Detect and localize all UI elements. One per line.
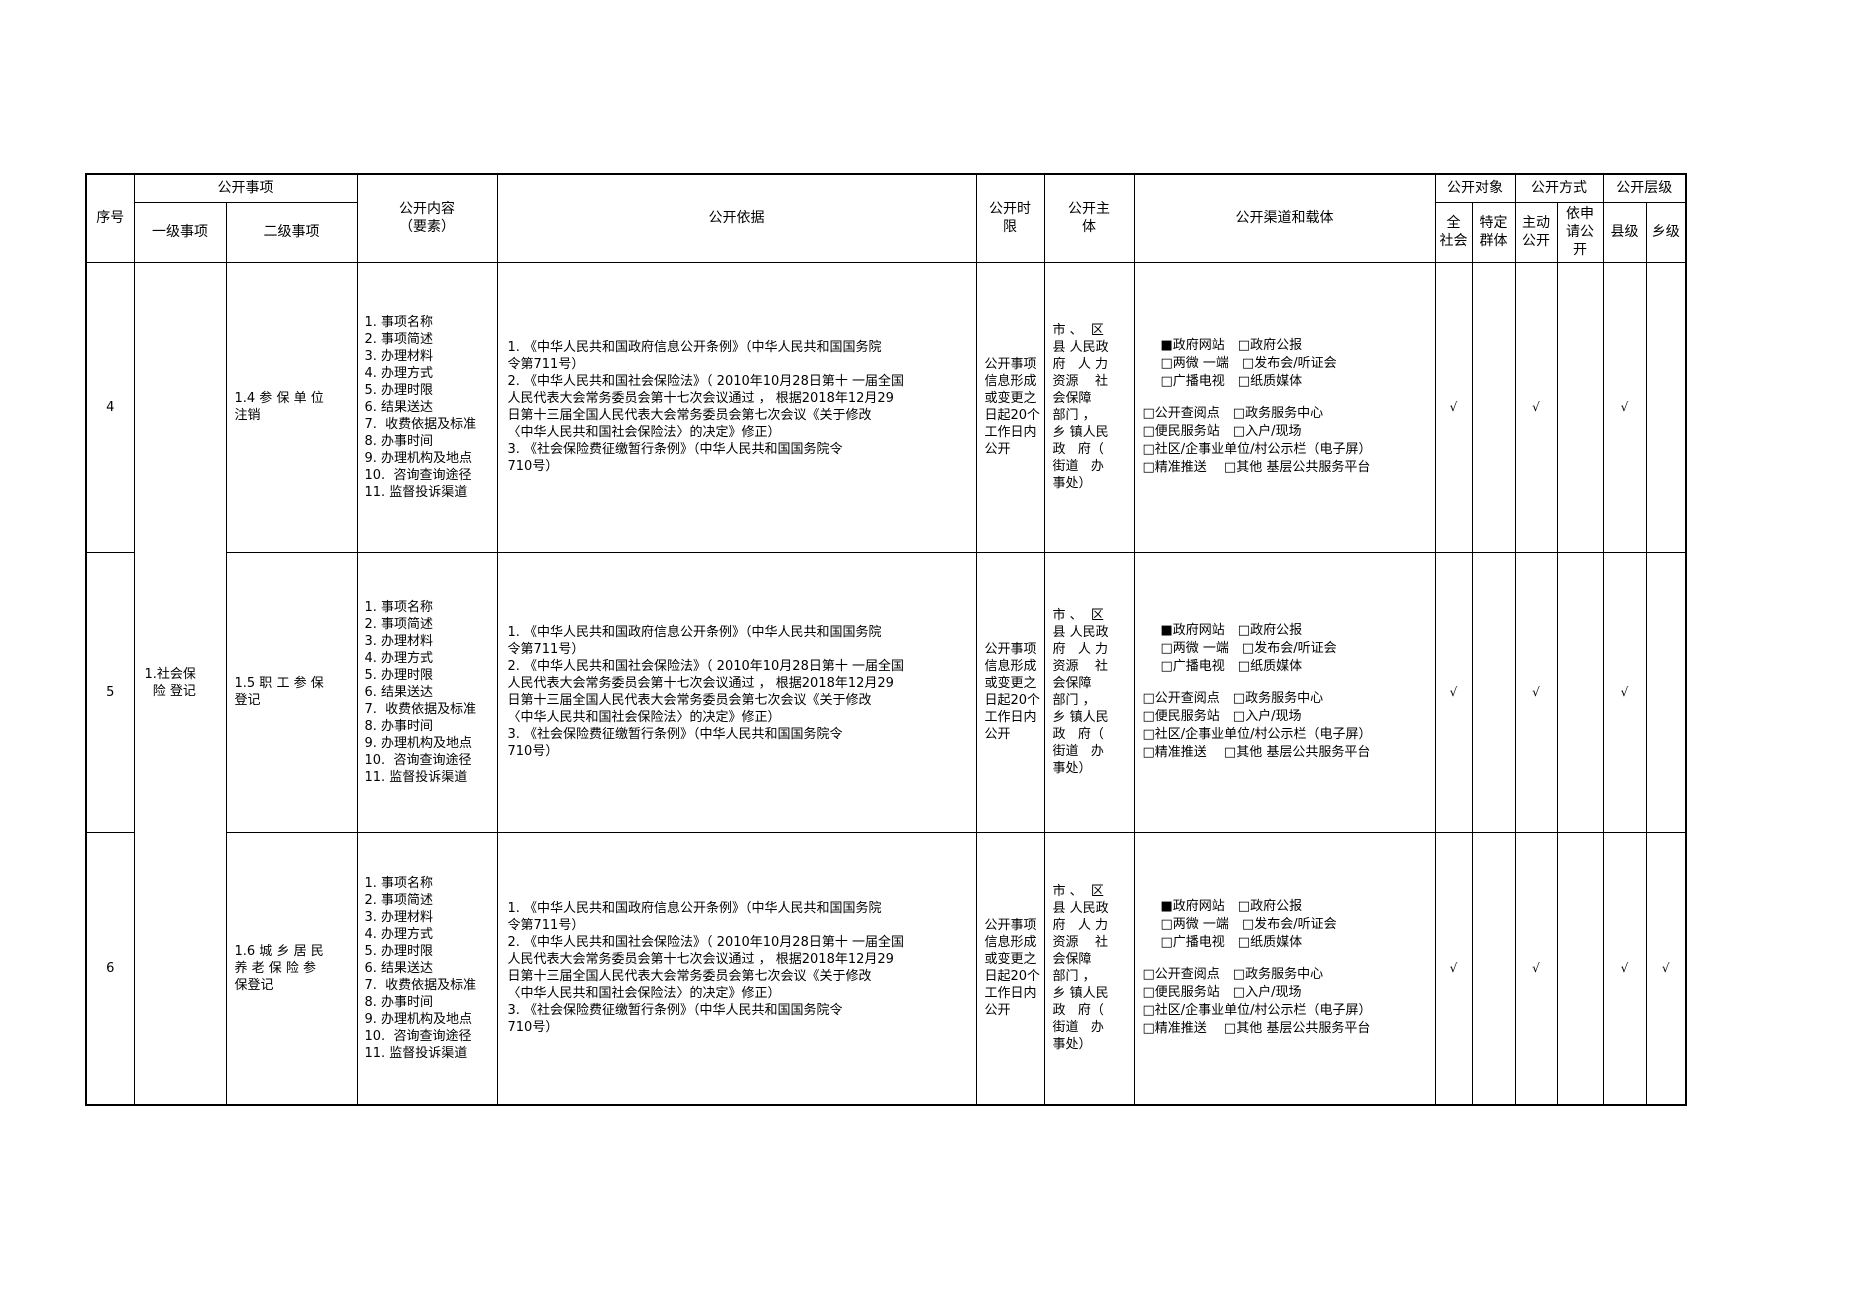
cell-second-level-item: 1.4 参 保 单 位 注销 (225, 261, 358, 553)
channels-media-checklist: ■政府网站 □政府公报 □两微 一端 □发布会/听证会 □广播电视 □纸质媒体 (1160, 338, 1337, 389)
check-level-township (1645, 261, 1687, 553)
header-second-level: 二级事项 (225, 201, 358, 263)
header-audience-specific: 特定 群体 (1471, 201, 1516, 263)
table-row: 6 1.6 城 乡 居 民 养 老 保 险 参 保登记 1. 事项名称 2. 事… (85, 831, 1687, 1106)
header-channels: 公开渠道和载体 (1133, 173, 1436, 263)
header-seq: 序号 (85, 173, 135, 263)
cell-content-elements: 1. 事项名称 2. 事项简述 3. 办理材料 4. 办理方式 5. 办理时限 … (356, 261, 498, 553)
cell-seq: 4 (85, 261, 135, 553)
check-method-on-request (1556, 831, 1604, 1106)
check-method-on-request (1556, 551, 1604, 833)
check-level-county: √ (1602, 551, 1647, 833)
header-level-township: 乡级 (1645, 201, 1687, 263)
cell-channels: ■政府网站 □政府公报 □两微 一端 □发布会/听证会 □广播电视 □纸质媒体 … (1133, 551, 1436, 833)
cell-seq: 5 (85, 551, 135, 833)
cell-time-limit: 公开事项 信息形成 或变更之 日起20个 工作日内 公开 (975, 831, 1045, 1106)
cell-disclosure-basis: 1. 《中华人民共和国政府信息公开条例》（中华人民共和国国务院 令第711号） … (496, 261, 977, 553)
table-row: 5 1.5 职 工 参 保 登记 1. 事项名称 2. 事项简述 3. 办理材料… (85, 551, 1687, 833)
check-level-county: √ (1602, 831, 1647, 1106)
check-level-township (1645, 551, 1687, 833)
check-method-on-request (1556, 261, 1604, 553)
header-method-proactive: 主动 公开 (1514, 201, 1558, 263)
check-audience-specific (1471, 261, 1516, 553)
cell-channels: ■政府网站 □政府公报 □两微 一端 □发布会/听证会 □广播电视 □纸质媒体 … (1133, 261, 1436, 553)
disclosure-table: 序号 公开事项 公开内容 （要素） 公开依据 公开时 限 公开主 体 公开渠道和… (85, 173, 1687, 1106)
cell-content-elements: 1. 事项名称 2. 事项简述 3. 办理材料 4. 办理方式 5. 办理时限 … (356, 551, 498, 833)
cell-seq: 6 (85, 831, 135, 1106)
cell-disclosure-subject: 市 、 区 县 人民政 府 人 力 资源 社 会保障 部门 ， 乡 镇人民 政 … (1043, 261, 1135, 553)
header-method: 公开方式 (1514, 173, 1604, 203)
check-level-township: √ (1645, 831, 1687, 1106)
cell-second-level-item: 1.5 职 工 参 保 登记 (225, 551, 358, 833)
header-content: 公开内容 （要素） (356, 173, 498, 263)
header-basis: 公开依据 (496, 173, 977, 263)
check-audience-specific (1471, 551, 1516, 833)
channels-media-checklist: ■政府网站 □政府公报 □两微 一端 □发布会/听证会 □广播电视 □纸质媒体 (1160, 899, 1337, 951)
header-audience-all: 全 社会 (1434, 201, 1473, 263)
check-audience-all: √ (1434, 261, 1473, 553)
header-time-limit: 公开时 限 (975, 173, 1045, 263)
cell-disclosure-basis: 1. 《中华人民共和国政府信息公开条例》（中华人民共和国国务院 令第711号） … (496, 551, 977, 833)
check-method-proactive: √ (1514, 261, 1558, 553)
channels-service-checklist: □公开查阅点 □政务服务中心 □便民服务站 □入户/现场 □社区/企事业单位/村… (1142, 691, 1372, 760)
cell-content-elements: 1. 事项名称 2. 事项简述 3. 办理材料 4. 办理方式 5. 办理时限 … (356, 831, 498, 1106)
header-disclosure-items: 公开事项 (133, 173, 358, 203)
header-audience: 公开对象 (1434, 173, 1516, 203)
header-subject: 公开主 体 (1043, 173, 1135, 263)
cell-time-limit: 公开事项 信息形成 或变更之 日起20个 工作日内 公开 (975, 551, 1045, 833)
cell-disclosure-subject: 市 、 区 县 人民政 府 人 力 资源 社 会保障 部门 ， 乡 镇人民 政 … (1043, 551, 1135, 833)
check-audience-all: √ (1434, 551, 1473, 833)
channels-media-checklist: ■政府网站 □政府公报 □两微 一端 □发布会/听证会 □广播电视 □纸质媒体 (1160, 623, 1337, 674)
cell-channels: ■政府网站 □政府公报 □两微 一端 □发布会/听证会 □广播电视 □纸质媒体 … (1133, 831, 1436, 1106)
header-level-county: 县级 (1602, 201, 1647, 263)
check-method-proactive: √ (1514, 551, 1558, 833)
cell-first-level-item: 1.社会保 险 登记 (133, 261, 227, 1106)
channels-service-checklist: □公开查阅点 □政务服务中心 □便民服务站 □入户/现场 □社区/企事业单位/村… (1142, 967, 1372, 1037)
header-method-on-request: 依申 请公 开 (1556, 201, 1604, 263)
check-audience-specific (1471, 831, 1516, 1106)
check-method-proactive: √ (1514, 831, 1558, 1106)
cell-time-limit: 公开事项 信息形成 或变更之 日起20个 工作日内 公开 (975, 261, 1045, 553)
cell-disclosure-subject: 市 、 区 县 人民政 府 人 力 资源 社 会保障 部门 ， 乡 镇人民 政 … (1043, 831, 1135, 1106)
cell-disclosure-basis: 1. 《中华人民共和国政府信息公开条例》（中华人民共和国国务院 令第711号） … (496, 831, 977, 1106)
channels-service-checklist: □公开查阅点 □政务服务中心 □便民服务站 □入户/现场 □社区/企事业单位/村… (1142, 406, 1372, 475)
check-audience-all: √ (1434, 831, 1473, 1106)
table-row: 4 1.社会保 险 登记 1.4 参 保 单 位 注销 1. 事项名称 2. 事… (85, 261, 1687, 1106)
check-level-county: √ (1602, 261, 1647, 553)
cell-second-level-item: 1.6 城 乡 居 民 养 老 保 险 参 保登记 (225, 831, 358, 1106)
header-first-level: 一级事项 (133, 201, 227, 263)
header-level: 公开层级 (1602, 173, 1687, 203)
